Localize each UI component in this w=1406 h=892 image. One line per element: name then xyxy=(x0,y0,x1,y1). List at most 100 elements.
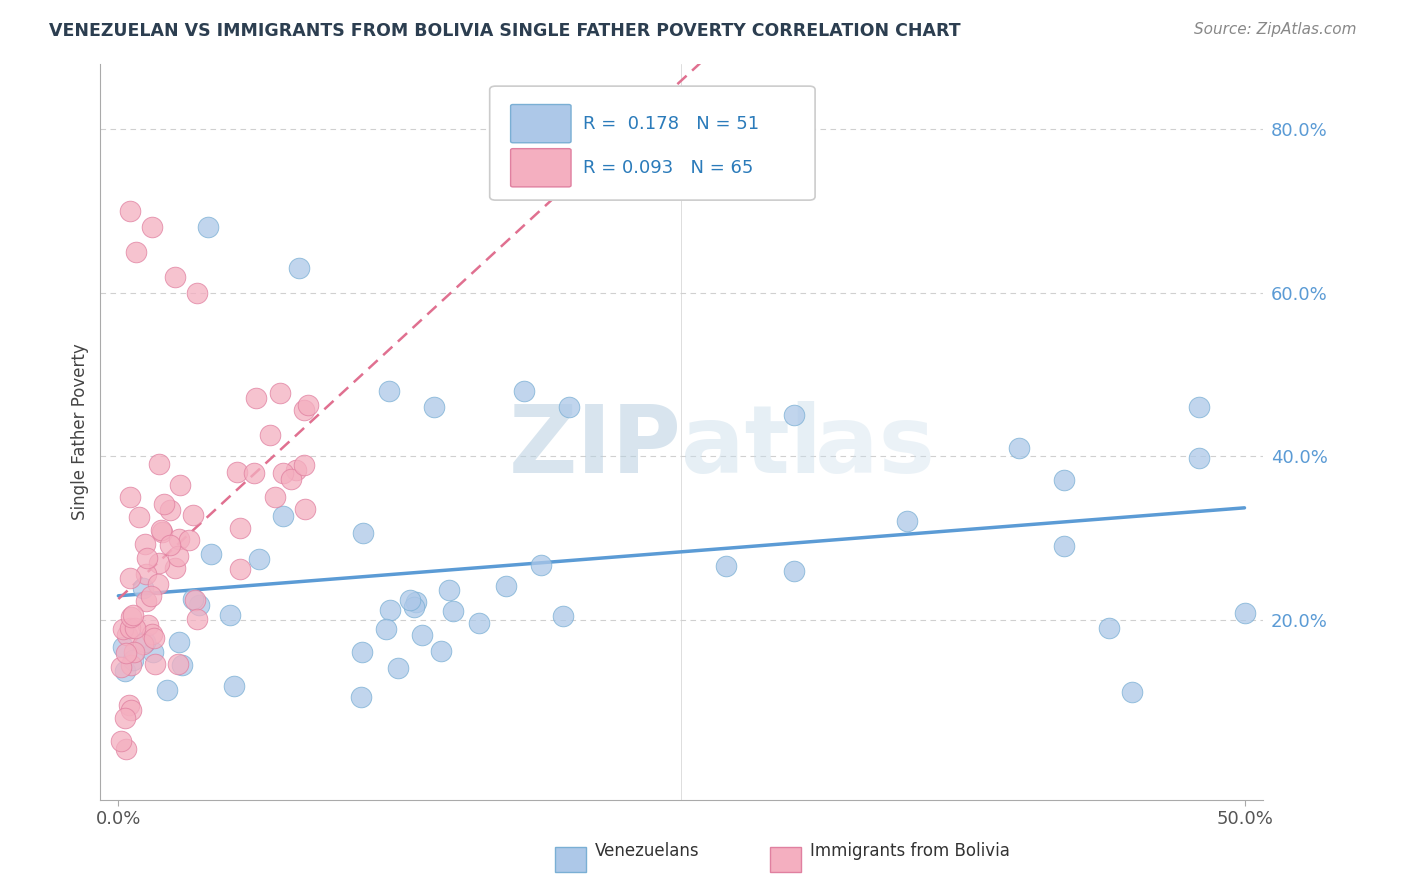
Point xyxy=(112,623,135,637)
Point xyxy=(136,551,159,566)
Point xyxy=(242,466,264,480)
Point xyxy=(1233,606,1256,620)
Point xyxy=(1188,450,1211,465)
Point xyxy=(141,627,163,641)
Point xyxy=(264,490,287,504)
Point xyxy=(247,551,270,566)
Point xyxy=(120,571,142,585)
Point xyxy=(896,514,918,528)
Point xyxy=(1053,473,1076,487)
Point xyxy=(350,645,373,659)
Point xyxy=(124,621,146,635)
Point xyxy=(156,683,179,698)
Point xyxy=(142,645,165,659)
Point xyxy=(495,579,517,593)
Point xyxy=(135,594,157,608)
Text: as: as xyxy=(815,401,935,492)
Point xyxy=(159,502,181,516)
Point xyxy=(437,583,460,598)
Point xyxy=(136,618,159,632)
Point xyxy=(150,525,173,540)
Point xyxy=(135,566,157,581)
Point xyxy=(167,657,190,671)
Point xyxy=(287,261,309,276)
Point xyxy=(141,589,163,603)
Point xyxy=(280,472,302,486)
Point xyxy=(188,598,211,612)
FancyBboxPatch shape xyxy=(489,87,815,200)
Point xyxy=(513,384,536,398)
Point xyxy=(1053,539,1076,553)
Point xyxy=(783,564,806,578)
Point xyxy=(122,644,145,658)
Point xyxy=(132,636,155,650)
Point xyxy=(441,604,464,618)
Point xyxy=(169,634,191,648)
Point xyxy=(468,616,491,631)
Point xyxy=(115,742,138,756)
Point xyxy=(271,466,294,480)
Point xyxy=(125,245,148,260)
Point xyxy=(120,703,142,717)
Y-axis label: Single Father Poverty: Single Father Poverty xyxy=(72,343,89,520)
Point xyxy=(411,628,433,642)
Point xyxy=(269,385,291,400)
Point xyxy=(558,401,581,415)
Point xyxy=(378,603,401,617)
Text: R =  0.178   N = 51: R = 0.178 N = 51 xyxy=(582,115,759,133)
Point xyxy=(229,520,252,534)
Point xyxy=(114,664,136,678)
Point xyxy=(118,204,141,219)
Text: atl: atl xyxy=(682,401,823,492)
Point xyxy=(222,680,245,694)
Point xyxy=(294,501,316,516)
Point xyxy=(115,628,138,642)
Point xyxy=(121,653,143,667)
Point xyxy=(186,612,208,626)
Point xyxy=(148,576,170,591)
Point xyxy=(148,458,170,472)
Point xyxy=(530,558,553,572)
Point xyxy=(1098,621,1121,635)
Point xyxy=(128,509,150,524)
Text: Venezuelans: Venezuelans xyxy=(595,842,699,860)
Point xyxy=(184,593,207,607)
Point xyxy=(1008,441,1031,455)
Point xyxy=(118,698,141,713)
Point xyxy=(245,392,267,406)
Point xyxy=(134,635,156,649)
Point xyxy=(120,621,142,635)
Point xyxy=(110,660,132,674)
Point xyxy=(430,643,453,657)
Point xyxy=(181,508,204,522)
Point xyxy=(183,592,205,607)
Point xyxy=(153,497,176,511)
Point xyxy=(226,466,249,480)
Point xyxy=(150,524,173,538)
Point xyxy=(387,660,409,674)
Point xyxy=(273,509,295,524)
Point xyxy=(110,734,132,748)
Point xyxy=(405,595,427,609)
Point xyxy=(551,609,574,624)
Point xyxy=(131,581,153,595)
Point xyxy=(377,384,399,398)
Point xyxy=(292,458,315,472)
Point xyxy=(169,477,191,491)
Point xyxy=(186,285,208,300)
Point xyxy=(167,532,190,546)
Point xyxy=(114,646,136,660)
Text: ZIP: ZIP xyxy=(509,401,682,492)
Point xyxy=(111,640,134,654)
Text: R = 0.093   N = 65: R = 0.093 N = 65 xyxy=(582,159,754,177)
Point xyxy=(284,463,307,477)
Point xyxy=(142,631,165,645)
Point xyxy=(120,609,142,624)
Point xyxy=(1188,401,1211,415)
Point xyxy=(143,657,166,671)
Point xyxy=(402,600,425,615)
Point xyxy=(200,548,222,562)
Point xyxy=(163,269,186,284)
Point xyxy=(350,690,373,704)
Text: Source: ZipAtlas.com: Source: ZipAtlas.com xyxy=(1194,22,1357,37)
